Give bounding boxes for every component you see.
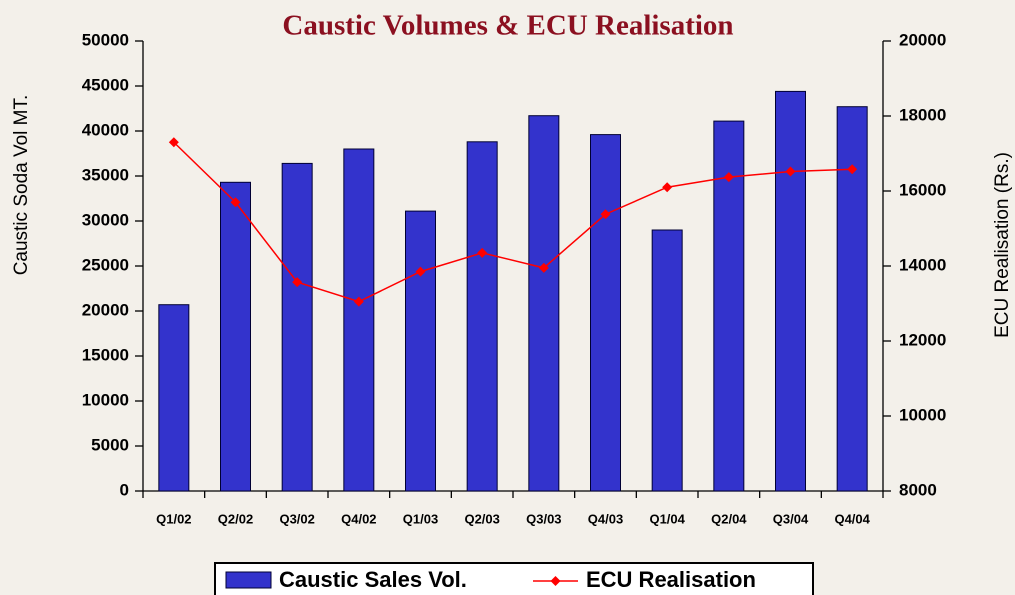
line: [173, 141, 853, 303]
x-tick-label: Q2/04: [711, 511, 747, 526]
bar: [775, 90, 806, 492]
y2-tick-label: 8000: [899, 480, 937, 499]
x-tick-label: Q4/04: [834, 511, 870, 526]
y-tick-label: 30000: [82, 210, 129, 229]
x-tick-label: Q2/03: [464, 511, 499, 526]
y-tick-label: 15000: [82, 345, 129, 364]
y-tick-label: 50000: [82, 30, 129, 49]
marker: [538, 262, 549, 273]
y2-tick-label: 20000: [899, 30, 946, 49]
marker: [415, 266, 426, 277]
legend-box: [214, 562, 814, 595]
bar: [343, 148, 375, 492]
x-tick-label: Q1/02: [156, 511, 191, 526]
bar: [466, 141, 498, 492]
y2-tick-label: 18000: [899, 105, 946, 124]
y2-tick-label: 10000: [899, 405, 946, 424]
y2-axis-title: ECU Realisation (Rs.): [992, 152, 1013, 338]
marker: [723, 172, 734, 183]
x-tick-label: Q4/02: [341, 511, 376, 526]
bar: [281, 162, 313, 492]
marker: [600, 209, 611, 220]
legend-swatch: [225, 571, 272, 589]
marker: [168, 137, 179, 148]
marker: [847, 164, 858, 175]
x-tick-label: Q4/03: [588, 511, 623, 526]
x-tick-label: Q1/03: [403, 511, 438, 526]
bar: [405, 210, 436, 492]
y-tick-label: 10000: [82, 390, 129, 409]
bar: [590, 134, 621, 492]
bar: [220, 181, 251, 492]
legend-label: ECU Realisation: [586, 567, 756, 592]
legend-label: Caustic Sales Vol.: [279, 567, 467, 592]
x-tick-label: Q3/02: [279, 511, 314, 526]
marker: [662, 182, 673, 193]
y-tick-label: 5000: [91, 435, 129, 454]
marker: [353, 296, 364, 307]
marker: [230, 197, 241, 208]
y-tick-label: 25000: [82, 255, 129, 274]
x-tick-label: Q2/02: [218, 511, 253, 526]
x-tick-label: Q3/03: [526, 511, 561, 526]
legend-marker: [550, 576, 561, 586]
bar: [651, 229, 683, 492]
y-tick-label: 40000: [82, 120, 129, 139]
y-tick-label: 20000: [82, 300, 129, 319]
marker: [785, 166, 796, 177]
bar: [528, 115, 560, 492]
y-tick-label: 35000: [82, 165, 129, 184]
y2-tick-label: 12000: [899, 330, 946, 349]
y-tick-label: 0: [120, 480, 129, 499]
chart-title: Caustic Volumes & ECU Realisation: [282, 10, 733, 42]
y2-tick-label: 14000: [899, 255, 946, 274]
y2-tick-label: 16000: [899, 180, 946, 199]
x-tick-label: Q1/04: [649, 511, 685, 526]
y-tick-label: 45000: [82, 75, 129, 94]
marker: [292, 277, 303, 288]
marker: [477, 247, 488, 258]
x-tick-label: Q3/04: [773, 511, 809, 526]
bar: [158, 304, 190, 492]
y-axis-title: Caustic Soda Vol MT.: [11, 95, 32, 276]
bar: [713, 120, 745, 492]
